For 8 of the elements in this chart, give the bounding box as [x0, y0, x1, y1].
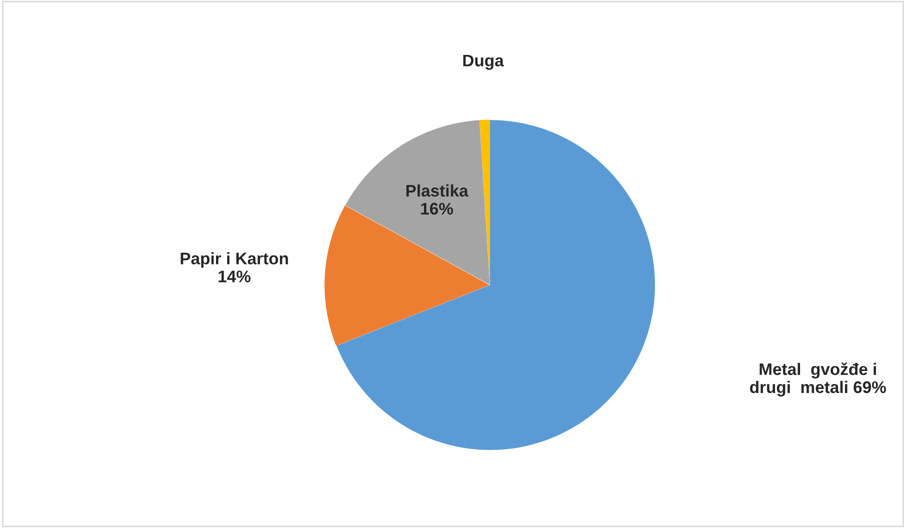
pie-slice	[345, 120, 490, 285]
slice-label: Papir i Karton	[180, 252, 288, 268]
slice-label: Plastika	[406, 184, 468, 197]
pie-slice	[336, 120, 655, 450]
data-label: 16%	[421, 202, 454, 215]
slice-label: Duga	[463, 54, 504, 70]
slice-label: Metal gvožđe i drugi metali 69%	[750, 362, 886, 396]
data-label: 14%	[218, 270, 251, 282]
